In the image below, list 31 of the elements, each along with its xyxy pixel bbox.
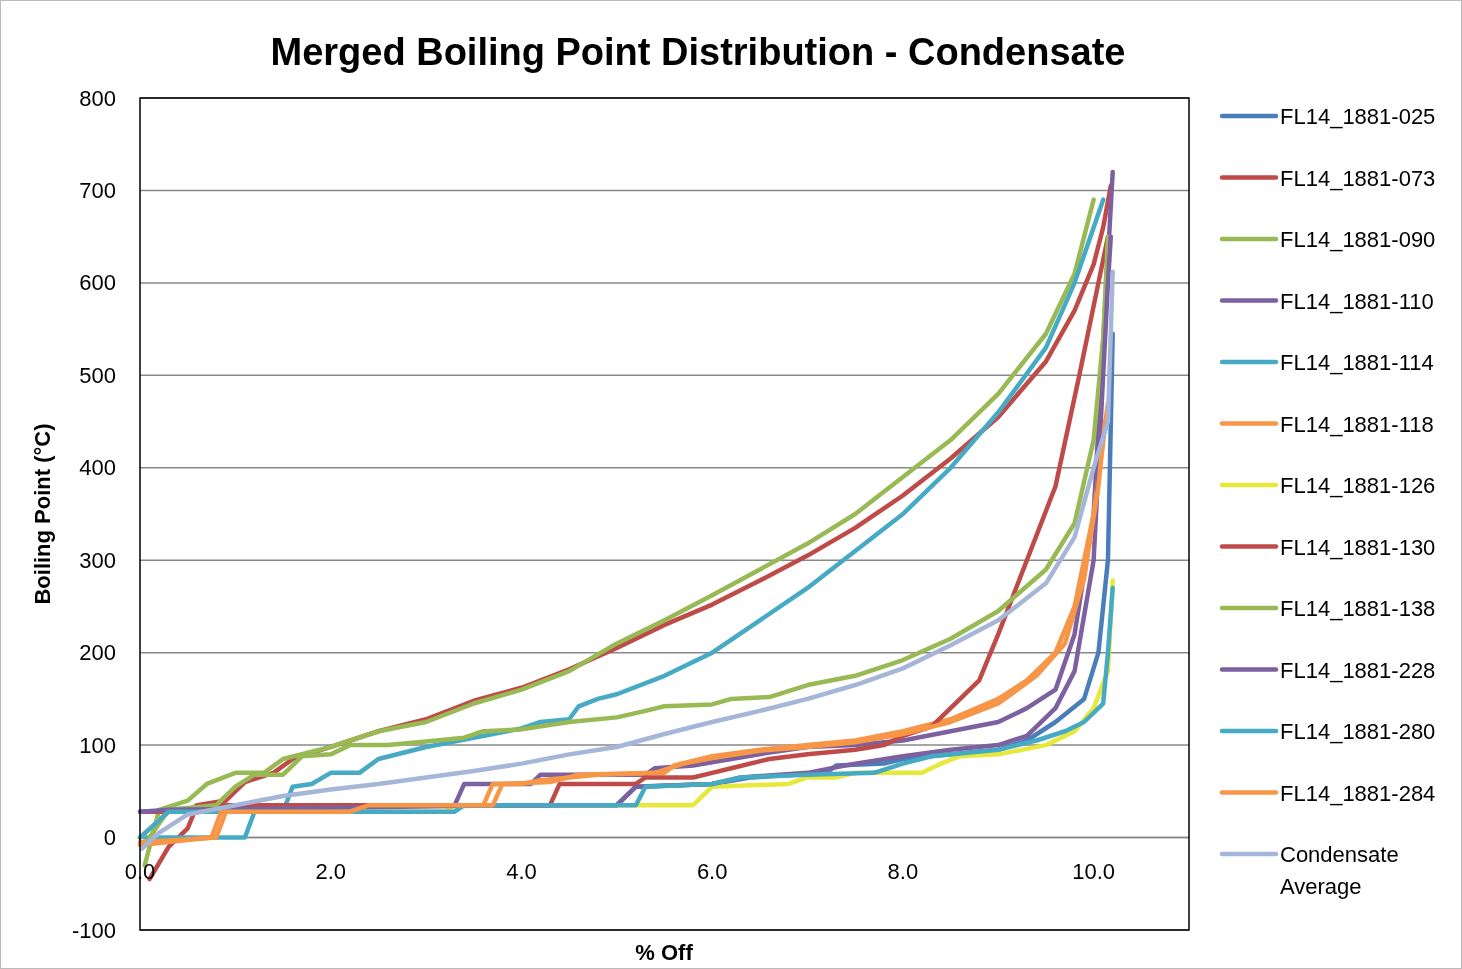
y-tick-label: 800 [79, 85, 116, 111]
legend-label: FL14_1881-138 [1280, 595, 1436, 621]
y-axis-title: Boiling Point (°C) [29, 423, 55, 605]
legend-label: FL14_1881-073 [1280, 165, 1436, 190]
y-tick-label: 600 [79, 270, 116, 296]
x-tick-label: 8.0 [887, 859, 919, 885]
x-tick-label: 6.0 [696, 859, 728, 885]
chart-title: Merged Boiling Point Distribution - Condensate [270, 31, 1126, 73]
legend-label: FL14_1881-280 [1280, 718, 1436, 744]
legend-label: FL14_1881-114 [1280, 349, 1434, 375]
legend-label: FL14_1881-110 [1280, 288, 1434, 313]
x-tick-label: 10.0 [1072, 859, 1116, 885]
y-tick-label: 700 [79, 177, 116, 203]
legend-label: FL14_1881-284 [1280, 780, 1436, 805]
x-tick-label: 4.0 [506, 859, 537, 885]
y-tick-label: 500 [79, 362, 116, 388]
legend-label: FL14_1881-118 [1280, 411, 1434, 436]
legend-label: FL14_1881-090 [1280, 226, 1436, 252]
y-tick-label: 200 [79, 640, 116, 666]
legend-label: FL14_1881-025 [1280, 103, 1436, 129]
legend-label: FL14_1881-126 [1280, 472, 1436, 498]
legend-label: Condensate Average [1280, 841, 1399, 899]
y-tick-label: 300 [79, 547, 116, 573]
legend-label: FL14_1881-130 [1280, 534, 1436, 559]
y-tick-label: 100 [79, 732, 116, 758]
y-tick-label: -100 [71, 917, 116, 943]
x-axis-title: % Off [635, 939, 694, 965]
y-tick-label: 0 [103, 825, 116, 851]
x-tick-label: 2.0 [315, 859, 347, 885]
y-tick-label: 400 [79, 455, 116, 481]
legend-label: FL14_1881-228 [1280, 657, 1436, 682]
